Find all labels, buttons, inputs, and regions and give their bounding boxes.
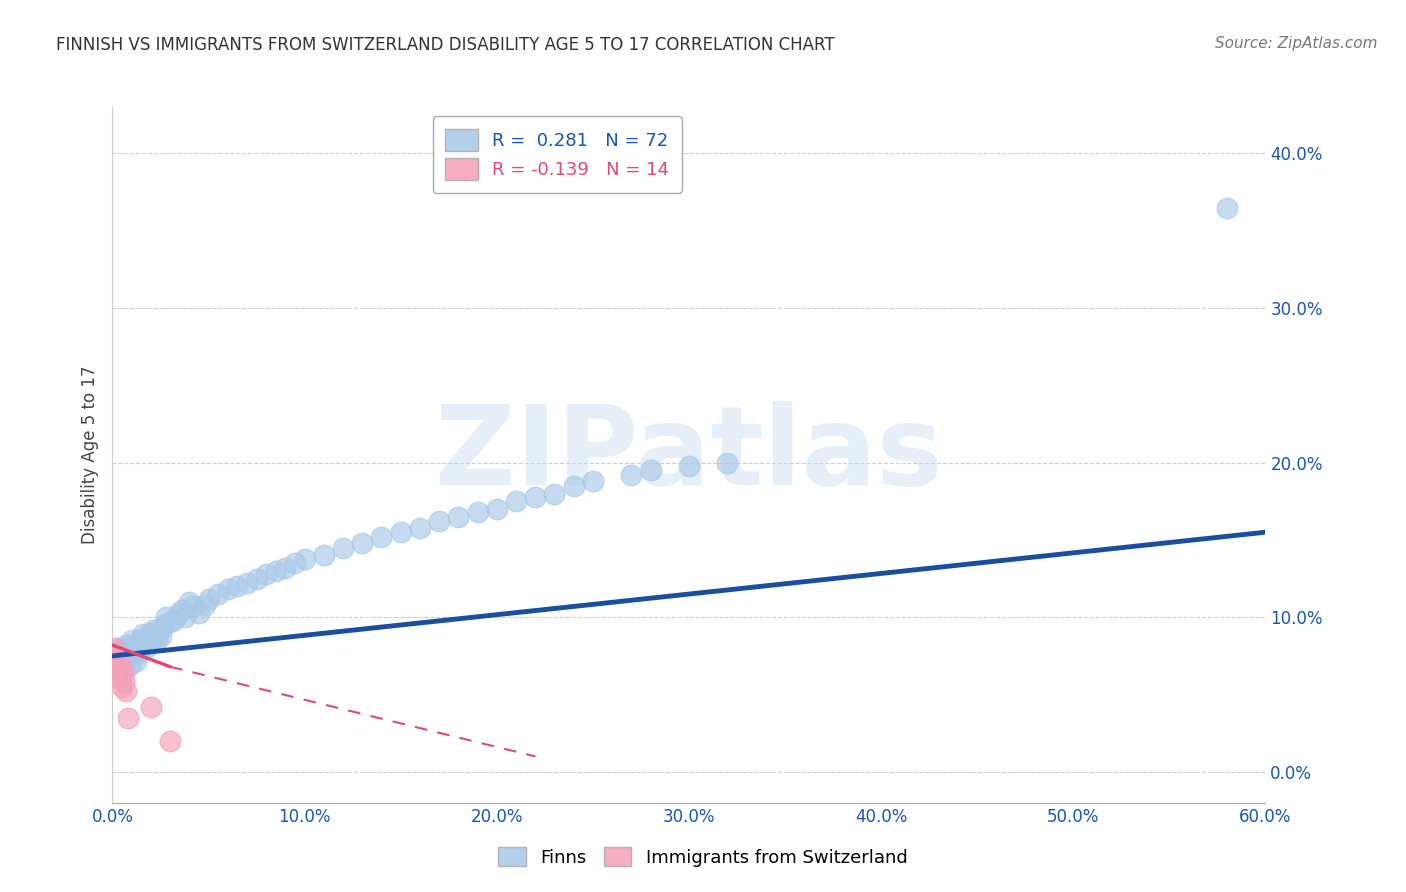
Point (103, 641, 125, 656)
Text: FINNISH VS IMMIGRANTS FROM SWITZERLAND DISABILITY AGE 5 TO 17 CORRELATION CHART: FINNISH VS IMMIGRANTS FROM SWITZERLAND D… (56, 36, 835, 54)
Point (122, 638, 145, 652)
Point (121, 633, 143, 648)
Point (118, 658, 141, 673)
Point (582, 474, 605, 488)
Point (226, 579, 249, 593)
Point (197, 591, 219, 606)
Text: ZIPatlas: ZIPatlas (434, 401, 943, 508)
Point (246, 572, 269, 586)
Point (149, 629, 172, 643)
Point (148, 624, 170, 639)
Point (1216, 201, 1239, 215)
Point (143, 631, 166, 645)
Point (152, 621, 174, 635)
Point (543, 486, 565, 500)
Point (129, 641, 153, 656)
Point (217, 582, 239, 597)
Point (155, 610, 177, 624)
Point (138, 635, 160, 649)
Point (352, 536, 374, 550)
Point (132, 627, 155, 641)
Point (117, 711, 139, 725)
Point (124, 654, 146, 668)
Point (153, 618, 176, 632)
Point (117, 650, 139, 665)
Point (332, 541, 354, 555)
Point (108, 657, 131, 671)
Text: Source: ZipAtlas.com: Source: ZipAtlas.com (1215, 36, 1378, 51)
Point (159, 734, 181, 748)
Point (170, 602, 193, 616)
Point (312, 549, 335, 563)
Point (467, 505, 489, 519)
Point (284, 556, 307, 570)
Point (505, 494, 527, 508)
Point (115, 638, 138, 652)
Point (124, 642, 146, 657)
Point (716, 456, 738, 470)
Point (427, 515, 450, 529)
Point (107, 641, 129, 656)
Point (485, 502, 508, 516)
Legend: R =  0.281   N = 72, R = -0.139   N = 14: R = 0.281 N = 72, R = -0.139 N = 14 (433, 116, 682, 193)
Point (111, 654, 134, 668)
Point (409, 520, 432, 534)
Point (174, 610, 197, 624)
Point (111, 680, 134, 694)
Point (179, 595, 201, 609)
Point (236, 576, 259, 591)
Point (115, 644, 138, 658)
Point (274, 561, 297, 575)
Point (108, 672, 131, 686)
Point (447, 509, 470, 524)
Point (194, 598, 217, 612)
Point (115, 684, 138, 698)
Point (136, 640, 159, 654)
Point (105, 648, 128, 663)
Y-axis label: Disability Age 5 to 17: Disability Age 5 to 17 (80, 366, 98, 544)
Point (127, 648, 149, 662)
Point (121, 644, 143, 658)
Point (562, 479, 585, 493)
Point (370, 530, 392, 544)
Point (254, 566, 277, 581)
Point (112, 659, 135, 673)
Point (145, 633, 167, 648)
Point (107, 665, 129, 679)
Point (159, 615, 181, 629)
Point (389, 525, 412, 540)
Point (129, 632, 153, 646)
Point (640, 463, 662, 477)
Point (264, 564, 287, 578)
Point (139, 700, 162, 714)
Point (188, 606, 211, 620)
Point (105, 659, 128, 673)
Point (112, 665, 135, 680)
Point (181, 599, 204, 614)
Point (166, 607, 188, 622)
Point (620, 468, 643, 483)
Point (207, 587, 229, 601)
Point (678, 458, 700, 473)
Point (107, 654, 129, 668)
Point (111, 665, 134, 679)
Point (139, 625, 162, 640)
Point (128, 636, 150, 650)
Point (524, 490, 547, 504)
Point (294, 551, 316, 566)
Point (142, 623, 165, 637)
Point (134, 633, 156, 648)
Legend: Finns, Immigrants from Switzerland: Finns, Immigrants from Switzerland (491, 840, 915, 874)
Point (108, 657, 131, 671)
Point (112, 675, 135, 690)
Point (163, 613, 186, 627)
Point (105, 648, 128, 663)
